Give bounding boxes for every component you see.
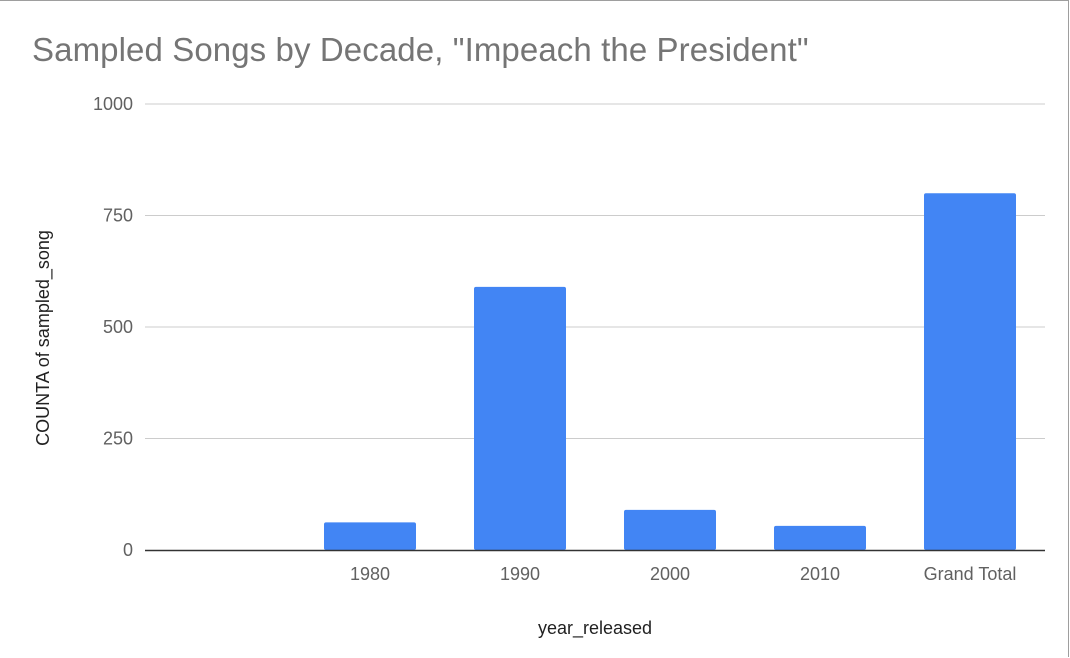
- y-axis-title: COUNTA of sampled_song: [33, 230, 54, 446]
- gridlines: [145, 103, 1045, 439]
- y-tick-label: 250: [103, 429, 133, 449]
- bar[interactable]: [924, 193, 1016, 550]
- x-tick-labels: 1980 1990 2000 2010 Grand Total: [350, 564, 1016, 584]
- y-tick-labels: 0 250 500 750 1000: [93, 94, 133, 560]
- chart-title: Sampled Songs by Decade, "Impeach the Pr…: [32, 31, 809, 68]
- bar[interactable]: [624, 509, 716, 550]
- x-tick-label: 2010: [800, 564, 840, 584]
- x-tick-label: 1990: [500, 564, 540, 584]
- bar[interactable]: [474, 286, 566, 550]
- y-tick-label: 0: [123, 540, 133, 560]
- x-axis-title: year_released: [538, 618, 652, 639]
- x-tick-label: 1980: [350, 564, 390, 584]
- y-tick-label: 500: [103, 317, 133, 337]
- bar[interactable]: [324, 522, 416, 550]
- y-tick-label: 750: [103, 206, 133, 226]
- bars: [324, 193, 1016, 550]
- y-tick-label: 1000: [93, 94, 133, 114]
- x-tick-label: 2000: [650, 564, 690, 584]
- x-tick-label: Grand Total: [924, 564, 1017, 584]
- bar[interactable]: [774, 525, 866, 550]
